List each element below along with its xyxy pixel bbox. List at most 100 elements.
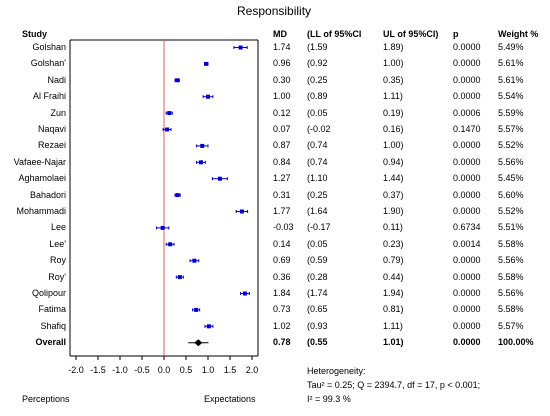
ll-value: (0.05 [307,107,328,118]
md-value: 1.84 [273,288,291,298]
study-point [198,160,203,165]
weight-value: 5.57% [498,320,524,331]
study-label: Aghamolaei [18,173,66,184]
overall-weight-value: 100.00% [498,337,534,348]
md-value: 1.27 [273,173,291,184]
header-study: Study [22,29,48,39]
weight-value: 5.60% [498,189,524,200]
study-label: Qolipour [31,288,66,298]
x-tick-label: 0.0 [158,365,171,375]
study-label: Lee [50,222,66,233]
p-value: 0.0000 [453,206,481,216]
weight-value: 5.58% [498,271,524,282]
study-label: Golshan' [30,58,66,69]
md-value: 0.84 [273,156,291,167]
p-value: 0.0006 [453,107,481,118]
heterogeneity-stats: Tau² = 0.25; Q = 2394.7, df = 17, p < 0.… [307,380,481,390]
ll-value: (0.92 [307,58,328,69]
study-label: Golshan [32,42,66,52]
ll-value: (0.25 [307,74,328,85]
ll-value: (0.25 [307,189,328,200]
weight-value: 5.49% [498,42,524,52]
study-label: Roy [49,255,66,266]
md-value: 0.73 [273,304,291,315]
p-value: 0.0014 [453,238,481,249]
md-value: -0.03 [273,222,294,233]
p-value: 0.0000 [453,74,481,85]
study-label: Naqavi [37,124,66,134]
md-value: 0.14 [273,238,291,249]
chart-title: Responsibility [237,4,312,18]
study-label: Bahadori [29,189,66,200]
study-point [206,324,211,329]
study-point [192,258,197,263]
p-value: 0.0000 [453,320,481,331]
p-value: 0.0000 [453,91,481,102]
weight-value: 5.52% [498,140,524,151]
ul-value: 1.90) [383,206,404,216]
study-label: Nadi [47,74,66,85]
md-value: 0.30 [273,74,291,85]
header-p: p [453,29,459,39]
ul-value: 1.89) [383,42,404,52]
p-value: 0.0000 [453,156,481,167]
ul-value: 1.11) [383,320,403,331]
study-point [165,127,170,132]
study-label: Zun [50,107,66,118]
p-value: 0.0000 [453,58,481,69]
x-tick-label: -2.0 [68,365,84,375]
weight-value: 5.45% [498,173,524,184]
study-label: Lee' [49,238,66,249]
md-value: 0.36 [273,271,291,282]
study-point [175,193,180,198]
p-value: 0.6734 [453,222,481,233]
study-label: Vafaee-Najar [13,156,66,167]
study-point [200,143,205,148]
ll-value: (-0.02 [307,124,331,134]
md-value: 1.02 [273,320,291,331]
p-value: 0.1470 [453,124,481,134]
x-tick-label: -0.5 [134,365,150,375]
md-value: 1.74 [273,42,291,52]
ul-value: 0.79) [383,255,404,266]
x-label-left: Perceptions [22,394,70,404]
md-value: 0.69 [273,255,291,266]
p-value: 0.0000 [453,42,481,52]
study-label: Al Fraihi [32,91,66,102]
ul-value: 0.35) [383,74,404,85]
heterogeneity-i2: I² = 99.3 % [307,394,351,404]
x-tick-label: 1.5 [224,365,237,375]
p-value: 0.0000 [453,173,481,184]
ul-value: 0.94) [383,156,404,167]
md-value: 0.87 [273,140,291,151]
ll-value: (1.10 [307,173,328,184]
ll-value: (1.74 [307,288,328,298]
heterogeneity-title: Heterogeneity: [307,366,366,376]
study-point [217,176,222,181]
overall-md-value: 0.78 [273,337,291,348]
weight-value: 5.54% [498,91,524,102]
weight-value: 5.58% [498,304,524,315]
p-value: 0.0000 [453,140,481,151]
ll-value: (0.28 [307,271,328,282]
study-point [242,291,247,296]
p-value: 0.0000 [453,304,481,315]
ll-value: (1.59 [307,42,328,52]
study-point [204,61,209,66]
study-point [175,78,180,83]
overall-ll-value: (0.55 [307,337,328,348]
ll-value: (0.74 [307,156,328,167]
x-tick-label: 2.0 [246,365,259,375]
weight-value: 5.57% [498,124,524,134]
weight-value: 5.58% [498,238,524,249]
md-value: 0.07 [273,124,291,134]
study-label: Fatima [38,304,66,315]
ul-value: 0.37) [383,189,404,200]
ll-value: (0.65 [307,304,328,315]
ll-value: (0.89 [307,91,328,102]
md-value: 1.00 [273,91,291,102]
x-tick-label: 1.0 [202,365,215,375]
study-point [239,209,244,214]
p-value: 0.0000 [453,255,481,266]
ll-value: (1.64 [307,206,328,216]
